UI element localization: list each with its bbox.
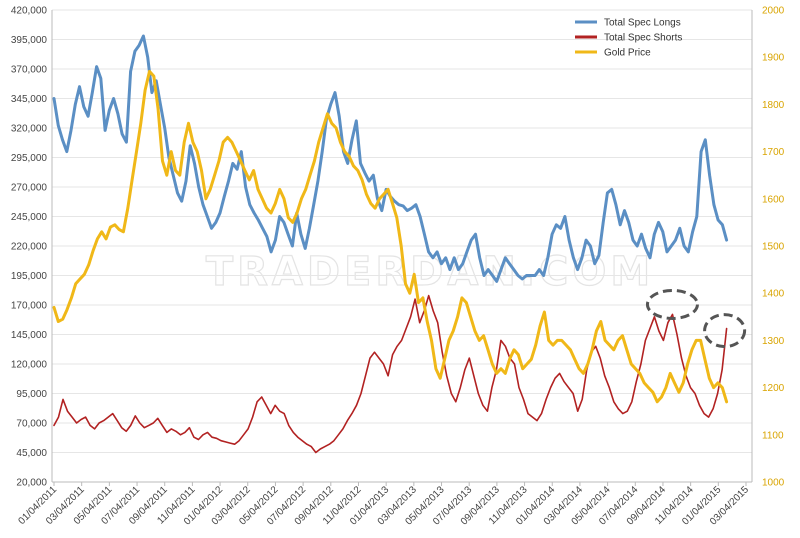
left-tick-label: 20,000 [16,478,47,489]
left-tick-label: 145,000 [11,330,48,341]
left-tick-label: 345,000 [11,94,48,105]
left-tick-label: 120,000 [11,360,48,371]
left-tick-label: 220,000 [11,242,48,253]
left-tick-label: 245,000 [11,212,48,223]
legend-label-total-spec-longs: Total Spec Longs [604,18,681,29]
series-layer [52,34,729,454]
left-tick-label: 195,000 [11,271,48,282]
legend-label-gold-price: Gold Price [604,48,651,59]
legend: Total Spec Longs Total Spec Shorts Gold Pr… [575,18,682,59]
left-tick-label: 320,000 [11,124,48,135]
right-tick-label: 1800 [762,100,785,111]
left-tick-label: 170,000 [11,301,48,312]
x-axis-ticks: 01/04/201103/04/201105/04/201107/04/2011… [16,482,751,528]
left-tick-label: 420,000 [11,6,48,17]
legend-label-total-spec-shorts: Total Spec Shorts [604,33,682,44]
dashed-ellipse-shorts-peak [645,288,699,320]
right-tick-label: 1500 [762,242,785,253]
left-tick-label: 70,000 [16,419,47,430]
watermark: TRADERDAN.COM [206,249,654,295]
right-tick-label: 1400 [762,289,785,300]
left-tick-label: 370,000 [11,65,48,76]
dashed-ellipse-shorts-latest [703,313,747,349]
right-axis-ticks: 1000 1100 1200 1300 1400 1500 1600 1700 1800 1900… [762,6,785,489]
right-tick-label: 1000 [762,478,785,489]
gold-price-line [52,69,729,404]
annotation-layer [645,288,747,349]
right-tick-label: 2000 [762,6,785,17]
left-tick-label: 95,000 [16,389,47,400]
left-tick-label: 270,000 [11,183,48,194]
right-tick-label: 1100 [762,430,784,441]
right-tick-label: 1900 [762,53,785,64]
right-tick-label: 1700 [762,147,785,158]
total-spec-shorts-line [53,294,728,454]
left-tick-label: 295,000 [11,153,48,164]
total-spec-longs-line [52,34,729,283]
left-tick-label: 395,000 [11,35,48,46]
right-tick-label: 1600 [762,194,785,205]
left-tick-label: 45,000 [16,448,47,459]
left-axis-ticks: 20,000 45,000 70,000 95,000 120,000 145,000 17… [11,6,48,489]
right-tick-label: 1300 [762,336,785,347]
right-tick-label: 1200 [762,383,785,394]
